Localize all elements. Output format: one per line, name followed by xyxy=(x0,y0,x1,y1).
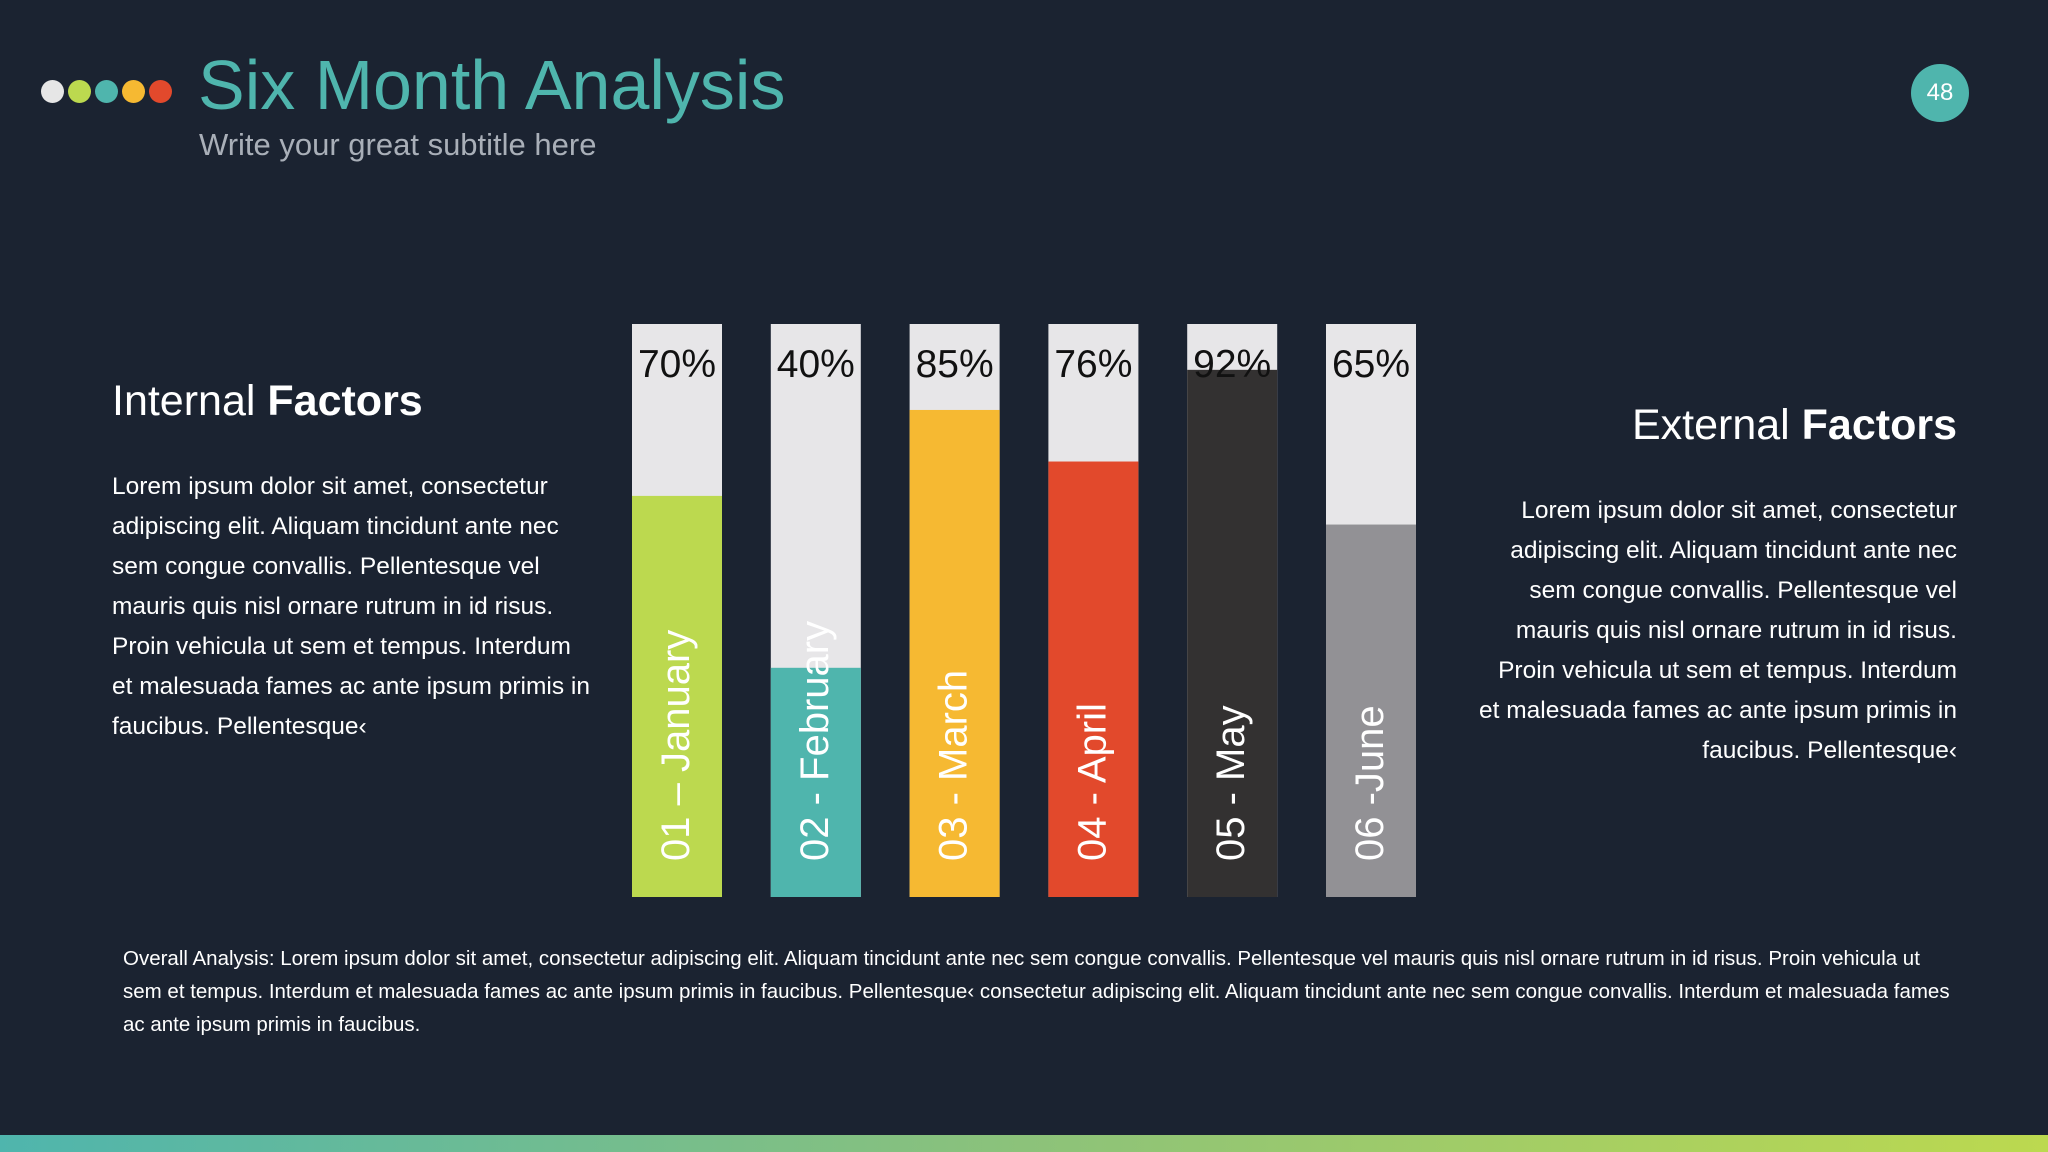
external-factors-heading: External Factors xyxy=(1632,400,1957,450)
bar xyxy=(770,667,861,897)
page-number-badge: 48 xyxy=(1911,64,1969,122)
bar xyxy=(909,409,1000,897)
external-heading-normal: External xyxy=(1631,401,1790,449)
internal-heading-bold: Factors xyxy=(267,377,423,425)
bar xyxy=(1187,369,1278,898)
bar-category-label: 02 - February xyxy=(793,621,837,861)
bar-category-label: 06 -June xyxy=(1348,705,1392,861)
dot-1 xyxy=(41,80,64,103)
overall-analysis-text: Overall Analysis: Lorem ipsum dolor sit … xyxy=(123,947,1950,1036)
bar-category-label: 04 - April xyxy=(1070,703,1114,861)
internal-heading-normal: Internal xyxy=(112,377,256,425)
bar-category-label: 05 - May xyxy=(1209,705,1253,861)
bar-value-label: 85% xyxy=(916,343,994,386)
dot-4 xyxy=(122,80,145,103)
dot-2 xyxy=(68,80,91,103)
external-factors-text: Lorem ipsum dolor sit amet, consectetur … xyxy=(1479,497,1957,764)
slide-title: Six Month Analysis xyxy=(198,46,786,124)
internal-factors-heading: Internal Factors xyxy=(112,376,423,426)
bar xyxy=(1326,524,1416,897)
external-heading-bold: Factors xyxy=(1801,401,1957,449)
slide-subtitle: Write your great subtitle here xyxy=(199,127,597,162)
bar-value-label: 70% xyxy=(638,343,716,386)
bar-category-label: 03 - March xyxy=(932,670,976,861)
dot-5 xyxy=(149,80,172,103)
internal-factors-text: Lorem ipsum dolor sit amet, consectetur … xyxy=(112,473,590,740)
dot-3 xyxy=(95,80,118,103)
bar-value-label: 65% xyxy=(1332,343,1410,386)
bar xyxy=(632,495,722,897)
decorative-dots xyxy=(41,80,172,103)
bar-value-label: 76% xyxy=(1054,343,1132,386)
bar xyxy=(1048,461,1139,897)
bar-value-label: 40% xyxy=(777,343,855,386)
bar-value-label: 92% xyxy=(1193,343,1271,386)
bar-category-label: 01 – January xyxy=(654,630,698,861)
bottom-gradient-bar xyxy=(0,1135,2048,1152)
